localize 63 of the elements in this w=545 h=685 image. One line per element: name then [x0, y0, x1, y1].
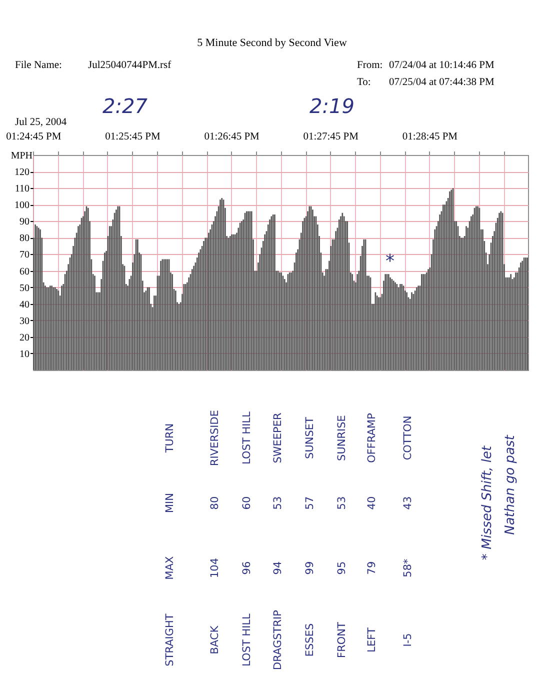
text: Nathan go past	[503, 434, 518, 535]
text: 60	[241, 496, 253, 510]
text: SUNSET	[304, 416, 316, 459]
text: TURN	[164, 423, 176, 454]
x-tick-label: 01:25:45 PM	[105, 132, 161, 142]
text: 53	[336, 496, 348, 510]
y-tick-label: 70	[20, 250, 30, 261]
text: 58*	[402, 558, 414, 578]
text: To:	[357, 77, 371, 88]
y-tick-label: 10	[20, 348, 30, 360]
text: * Missed Shift, let	[480, 445, 495, 560]
y-tick-label: 90	[20, 216, 30, 228]
text: LOST HILL	[241, 411, 253, 464]
y-axis-title: MPH	[10, 150, 32, 162]
text: 2:19	[310, 94, 354, 118]
text: 43	[402, 496, 414, 510]
text: DRAGSTRIP	[272, 610, 284, 670]
y-tick-label: 100	[14, 200, 30, 212]
text: 07/25/04 at 07:44:38 PM	[389, 77, 495, 88]
y-tick-label: 20	[20, 332, 30, 344]
text: FRONT	[336, 621, 348, 658]
text: OFFRAMP	[366, 413, 378, 463]
y-tick-label: 80	[20, 233, 30, 244]
text: LOST HILL	[241, 613, 253, 666]
text: COTTON	[402, 416, 414, 460]
text: Jul25040744PM.rsf	[88, 60, 172, 71]
x-tick-label: 01:26:45 PM	[204, 132, 260, 142]
y-tick-label: 110	[14, 184, 30, 195]
text: 94	[272, 561, 284, 575]
text: SWEEPER	[272, 412, 284, 464]
x-tick-label: 01:27:45 PM	[303, 132, 360, 142]
y-tick-label: 30	[20, 316, 30, 327]
text: STRAIGHT	[164, 613, 176, 666]
text: 2:27	[102, 94, 148, 118]
text: ESSES	[304, 623, 316, 657]
y-tick-label: 40	[20, 299, 30, 310]
annotation: *	[386, 251, 394, 272]
text: BACK	[209, 624, 221, 654]
text: 104	[209, 558, 221, 578]
y-tick-label: 60	[20, 266, 30, 278]
text: 53	[272, 496, 284, 510]
text: MAX	[164, 556, 176, 580]
y-tick-label: 50	[20, 282, 30, 294]
text: Jul 25, 2004	[15, 117, 68, 128]
text: File Name:	[15, 60, 62, 71]
text: From:	[357, 60, 383, 71]
text: 95	[336, 561, 348, 575]
text: RIVERSIDE	[209, 410, 221, 466]
text: 96	[241, 561, 253, 575]
text: I-5	[402, 633, 414, 647]
x-tick-label: 01:28:45 PM	[402, 132, 458, 142]
text: SUNRISE	[336, 415, 348, 461]
text: 40	[366, 496, 378, 510]
y-tick-label: 120	[14, 167, 30, 178]
text: 07/24/04 at 10:14:46 PM	[389, 60, 495, 71]
text: 57	[304, 496, 316, 510]
text: MIN	[164, 492, 176, 514]
text: 99	[304, 561, 316, 575]
text: 79	[366, 561, 378, 575]
text: LEFT	[366, 627, 378, 652]
text: 80	[209, 496, 221, 510]
chart-title: 5 Minute Second by Second View	[197, 37, 347, 49]
x-tick-label: 01:24:45 PM	[6, 132, 62, 142]
